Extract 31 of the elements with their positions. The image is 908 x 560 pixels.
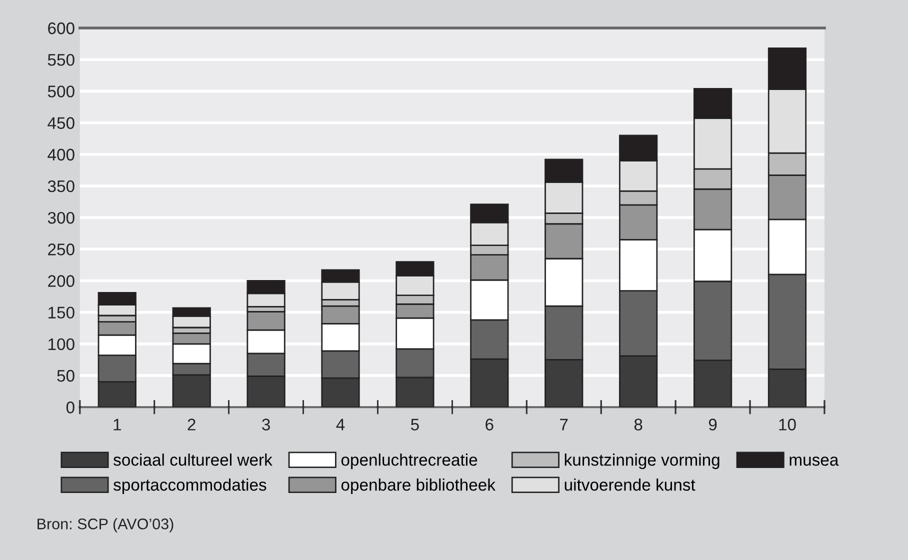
y-tick-label: 500: [48, 86, 74, 98]
x-tick-label: 4: [336, 418, 345, 430]
x-tick-label: 8: [634, 418, 642, 430]
y-tick-label: 550: [48, 54, 74, 66]
legend-label: sociaal cultureel werk: [114, 454, 272, 466]
text: Bron: SCP (AVO’03): [38, 518, 174, 532]
y-tick-label: 200: [48, 275, 74, 287]
x-tick-label: 5: [410, 418, 419, 430]
x-tick-label: 6: [486, 418, 494, 430]
legend-label: openbare bibliotheek: [341, 478, 496, 494]
y-tick-label: 600: [48, 22, 74, 34]
legend-label: sportaccommodaties: [114, 478, 266, 494]
x-tick-label: 2: [188, 418, 196, 430]
y-tick-label: 250: [48, 244, 74, 256]
legend-label: uitvoerende kunst: [564, 478, 696, 491]
y-tick-label: 50: [57, 370, 74, 382]
y-tick-label: 350: [48, 180, 74, 192]
x-tick-label: 9: [708, 418, 717, 430]
y-tick-label: 400: [48, 148, 74, 161]
x-tick-label: 10: [779, 418, 796, 430]
x-tick-label: 1: [114, 418, 121, 430]
x-tick-label: 7: [560, 418, 568, 430]
legend-label: kunstzinnige vorming: [564, 454, 720, 470]
y-tick-label: 150: [48, 306, 74, 319]
y-tick-label: 300: [48, 212, 74, 224]
x-tick-label: 3: [262, 418, 270, 430]
y-tick-label: 100: [48, 338, 74, 350]
y-tick-label: 0: [66, 402, 74, 414]
y-tick-label: 450: [48, 117, 74, 129]
legend-label: musea: [790, 456, 839, 466]
legend-label: openluchtrecreatie: [341, 454, 478, 470]
